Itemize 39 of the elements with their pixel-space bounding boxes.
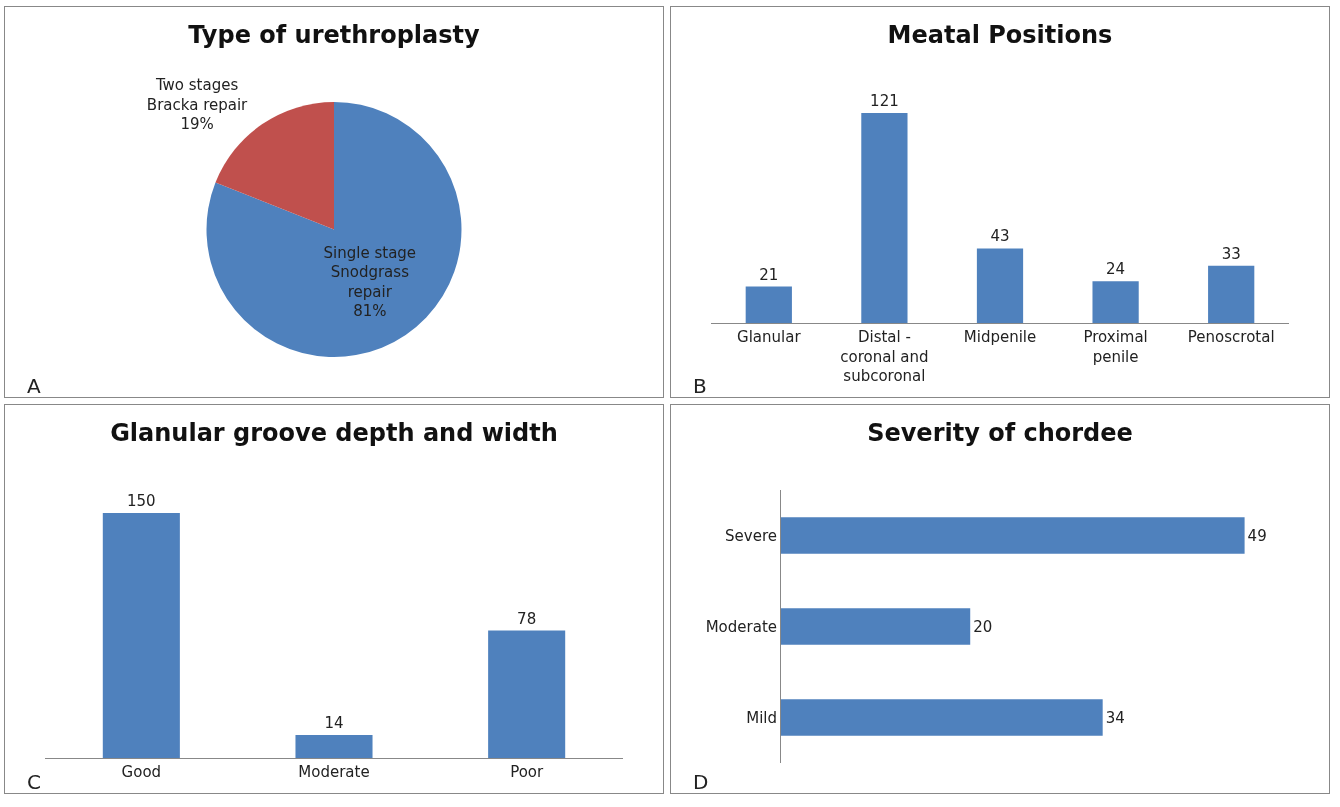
bar <box>745 286 792 323</box>
x-tick-label: Poor <box>510 763 545 781</box>
chart-title: Glanular groove depth and width <box>110 419 558 448</box>
data-label: 81% <box>353 302 387 321</box>
text: D <box>693 770 709 794</box>
chart-title: Type of urethroplasty <box>188 21 481 50</box>
y-tick-label: Mild <box>746 708 777 727</box>
slice-label: Two stages Bracka repair <box>146 76 249 114</box>
data-label: 21 <box>759 265 779 284</box>
x-tick-label: Midpenile <box>963 328 1037 346</box>
text: A <box>27 374 41 398</box>
text: C <box>27 770 41 794</box>
data-label: 43 <box>990 227 1010 246</box>
data-label: 24 <box>1106 260 1126 279</box>
x-tick-label: Penoscrotal <box>1187 328 1275 346</box>
data-label: 78 <box>517 609 537 628</box>
chart-title: Meatal Positions <box>887 21 1113 50</box>
bar <box>1208 265 1255 323</box>
data-label: 14 <box>324 714 344 733</box>
data-label: 34 <box>1105 708 1125 727</box>
x-tick-label: Glanular <box>737 328 802 346</box>
data-label: 33 <box>1221 244 1241 263</box>
x-tick-label: Proximal penile <box>1083 328 1148 366</box>
bar <box>861 113 908 323</box>
data-label: 49 <box>1247 526 1267 545</box>
x-tick-label: Distal - coronal and subcoronal <box>840 328 929 385</box>
bar <box>1092 281 1139 323</box>
data-label: 20 <box>973 617 993 636</box>
data-label: 19% <box>180 115 214 134</box>
data-label: 150 <box>127 491 156 510</box>
slice-label: Single stage Snodgrass repair <box>323 243 417 301</box>
bar <box>976 248 1024 323</box>
x-tick-label: Moderate <box>298 763 370 781</box>
text: B <box>693 374 707 398</box>
y-tick-label: Severe <box>725 526 777 545</box>
data-label: 121 <box>870 92 899 111</box>
chart-title: Severity of chordee <box>867 419 1133 448</box>
y-tick-label: Moderate <box>705 617 777 636</box>
x-tick-label: Good <box>121 763 162 781</box>
